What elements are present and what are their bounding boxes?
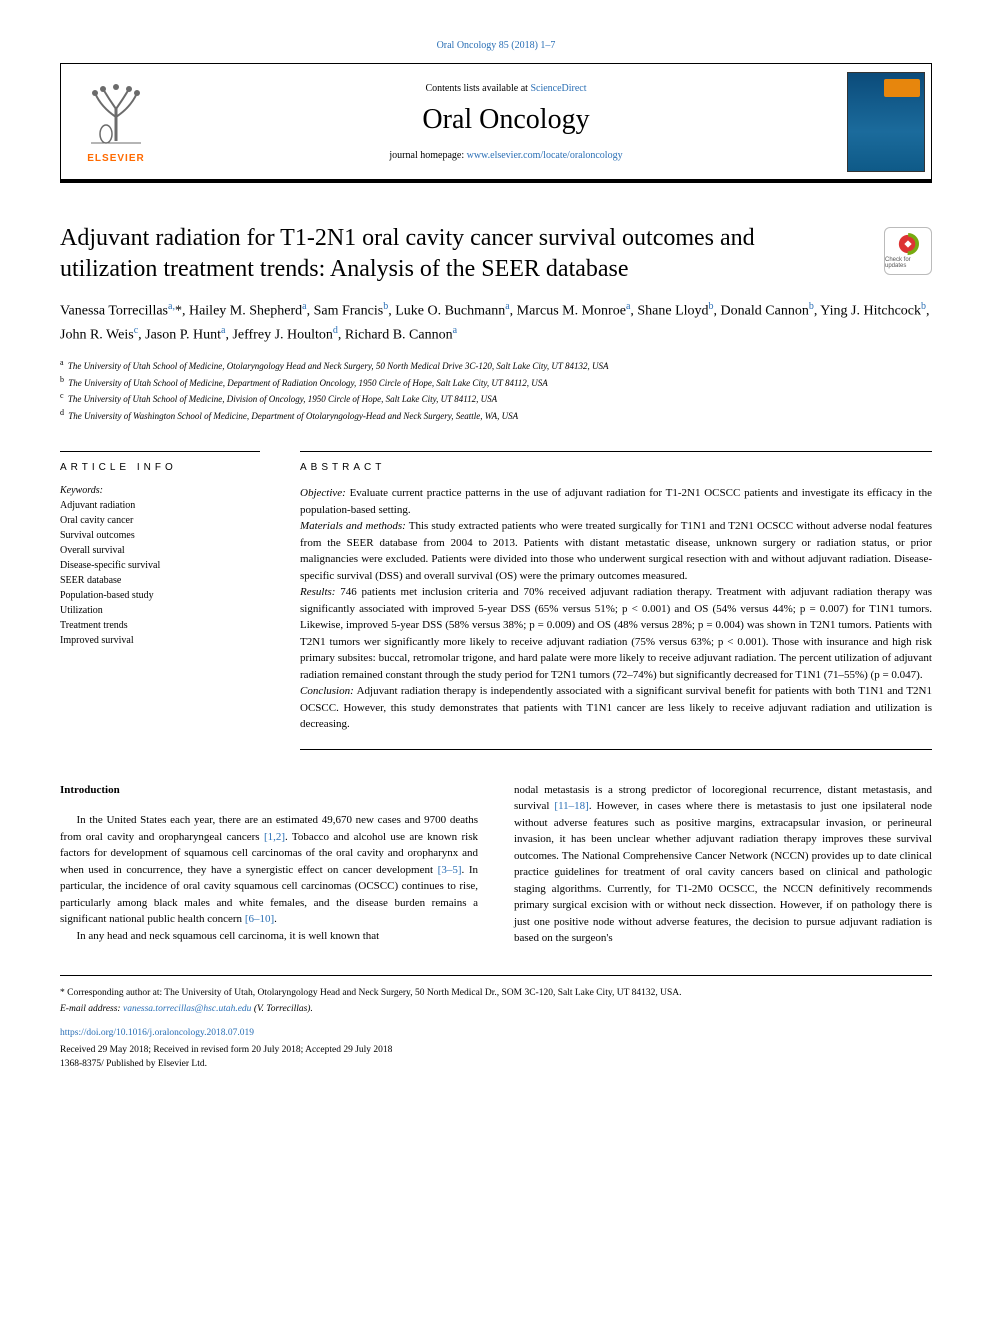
- abstract-heading: ABSTRACT: [300, 451, 932, 473]
- email-label: E-mail address:: [60, 1004, 121, 1014]
- intro-section: Introduction In the United States each y…: [60, 782, 932, 947]
- keywords-list: Adjuvant radiationOral cavity cancerSurv…: [60, 498, 260, 648]
- intro-column-left: Introduction In the United States each y…: [60, 782, 478, 947]
- affiliation-line: a The University of Utah School of Medic…: [60, 357, 932, 374]
- footer: * Corresponding author at: The Universit…: [60, 975, 932, 1071]
- abstract-materials-label: Materials and methods:: [300, 520, 406, 532]
- keyword: Utilization: [60, 603, 260, 618]
- received-dates: Received 29 May 2018; Received in revise…: [60, 1043, 932, 1057]
- homepage-line: journal homepage: www.elsevier.com/locat…: [389, 150, 622, 161]
- homepage-prefix: journal homepage:: [389, 150, 466, 161]
- keyword: Treatment trends: [60, 618, 260, 633]
- elsevier-tree-icon: [81, 79, 151, 149]
- intro-paragraph: nodal metastasis is a strong predictor o…: [514, 782, 932, 947]
- journal-cover: [841, 64, 931, 179]
- contents-line: Contents lists available at ScienceDirec…: [425, 83, 586, 94]
- keyword: Improved survival: [60, 633, 260, 648]
- elsevier-label: ELSEVIER: [87, 153, 144, 164]
- authors-list: Vanessa Torrecillasa,*, Hailey M. Shephe…: [60, 299, 932, 347]
- keyword: Population-based study: [60, 588, 260, 603]
- homepage-link[interactable]: www.elsevier.com/locate/oraloncology: [467, 150, 623, 161]
- intro-paragraph: In the United States each year, there ar…: [60, 812, 478, 928]
- cover-thumbnail: [847, 72, 925, 172]
- sciencedirect-link[interactable]: ScienceDirect: [530, 83, 586, 94]
- affiliation-line: b The University of Utah School of Medic…: [60, 374, 932, 391]
- issn-line: 1368-8375/ Published by Elsevier Ltd.: [60, 1057, 932, 1071]
- abstract-body: Objective: Evaluate current practice pat…: [300, 485, 932, 750]
- abstract-results: 746 patients met inclusion criteria and …: [300, 586, 932, 681]
- abstract-conclusion-label: Conclusion:: [300, 685, 354, 697]
- keyword: Survival outcomes: [60, 528, 260, 543]
- email-link[interactable]: vanessa.torrecillas@hsc.utah.edu: [123, 1004, 251, 1014]
- article-info-heading: ARTICLE INFO: [60, 451, 260, 473]
- header-citation: Oral Oncology 85 (2018) 1–7: [60, 40, 932, 51]
- abstract-results-label: Results:: [300, 586, 335, 598]
- check-updates-badge[interactable]: Check for updates: [884, 227, 932, 275]
- article-title: Adjuvant radiation for T1-2N1 oral cavit…: [60, 223, 840, 285]
- check-updates-label: Check for updates: [885, 257, 931, 269]
- intro-heading: Introduction: [60, 782, 478, 799]
- keywords-label: Keywords:: [60, 485, 260, 496]
- contents-prefix: Contents lists available at: [425, 83, 530, 94]
- keyword: SEER database: [60, 573, 260, 588]
- doi-link[interactable]: https://doi.org/10.1016/j.oraloncology.2…: [60, 1028, 254, 1038]
- keyword: Oral cavity cancer: [60, 513, 260, 528]
- abstract-conclusion: Adjuvant radiation therapy is independen…: [300, 685, 932, 730]
- keyword: Overall survival: [60, 543, 260, 558]
- email-line: E-mail address: vanessa.torrecillas@hsc.…: [60, 1002, 932, 1016]
- journal-name: Oral Oncology: [422, 104, 589, 136]
- corresponding-author-note: * Corresponding author at: The Universit…: [60, 986, 932, 1000]
- intro-column-right: nodal metastasis is a strong predictor o…: [514, 782, 932, 947]
- email-author: (V. Torrecillas).: [254, 1004, 313, 1014]
- keyword: Disease-specific survival: [60, 558, 260, 573]
- header-center: Contents lists available at ScienceDirec…: [171, 64, 841, 179]
- abstract-objective: Evaluate current practice patterns in th…: [300, 487, 932, 516]
- affiliations: a The University of Utah School of Medic…: [60, 357, 932, 423]
- check-updates-icon: [897, 233, 919, 255]
- abstract-objective-label: Objective:: [300, 487, 346, 499]
- article-info-column: ARTICLE INFO Keywords: Adjuvant radiatio…: [60, 451, 260, 750]
- keyword: Adjuvant radiation: [60, 498, 260, 513]
- abstract-column: ABSTRACT Objective: Evaluate current pra…: [300, 451, 932, 750]
- journal-header-box: ELSEVIER Contents lists available at Sci…: [60, 63, 932, 183]
- affiliation-line: d The University of Washington School of…: [60, 407, 932, 424]
- elsevier-logo: ELSEVIER: [61, 64, 171, 179]
- intro-paragraph: In any head and neck squamous cell carci…: [60, 928, 478, 945]
- affiliation-line: c The University of Utah School of Medic…: [60, 390, 932, 407]
